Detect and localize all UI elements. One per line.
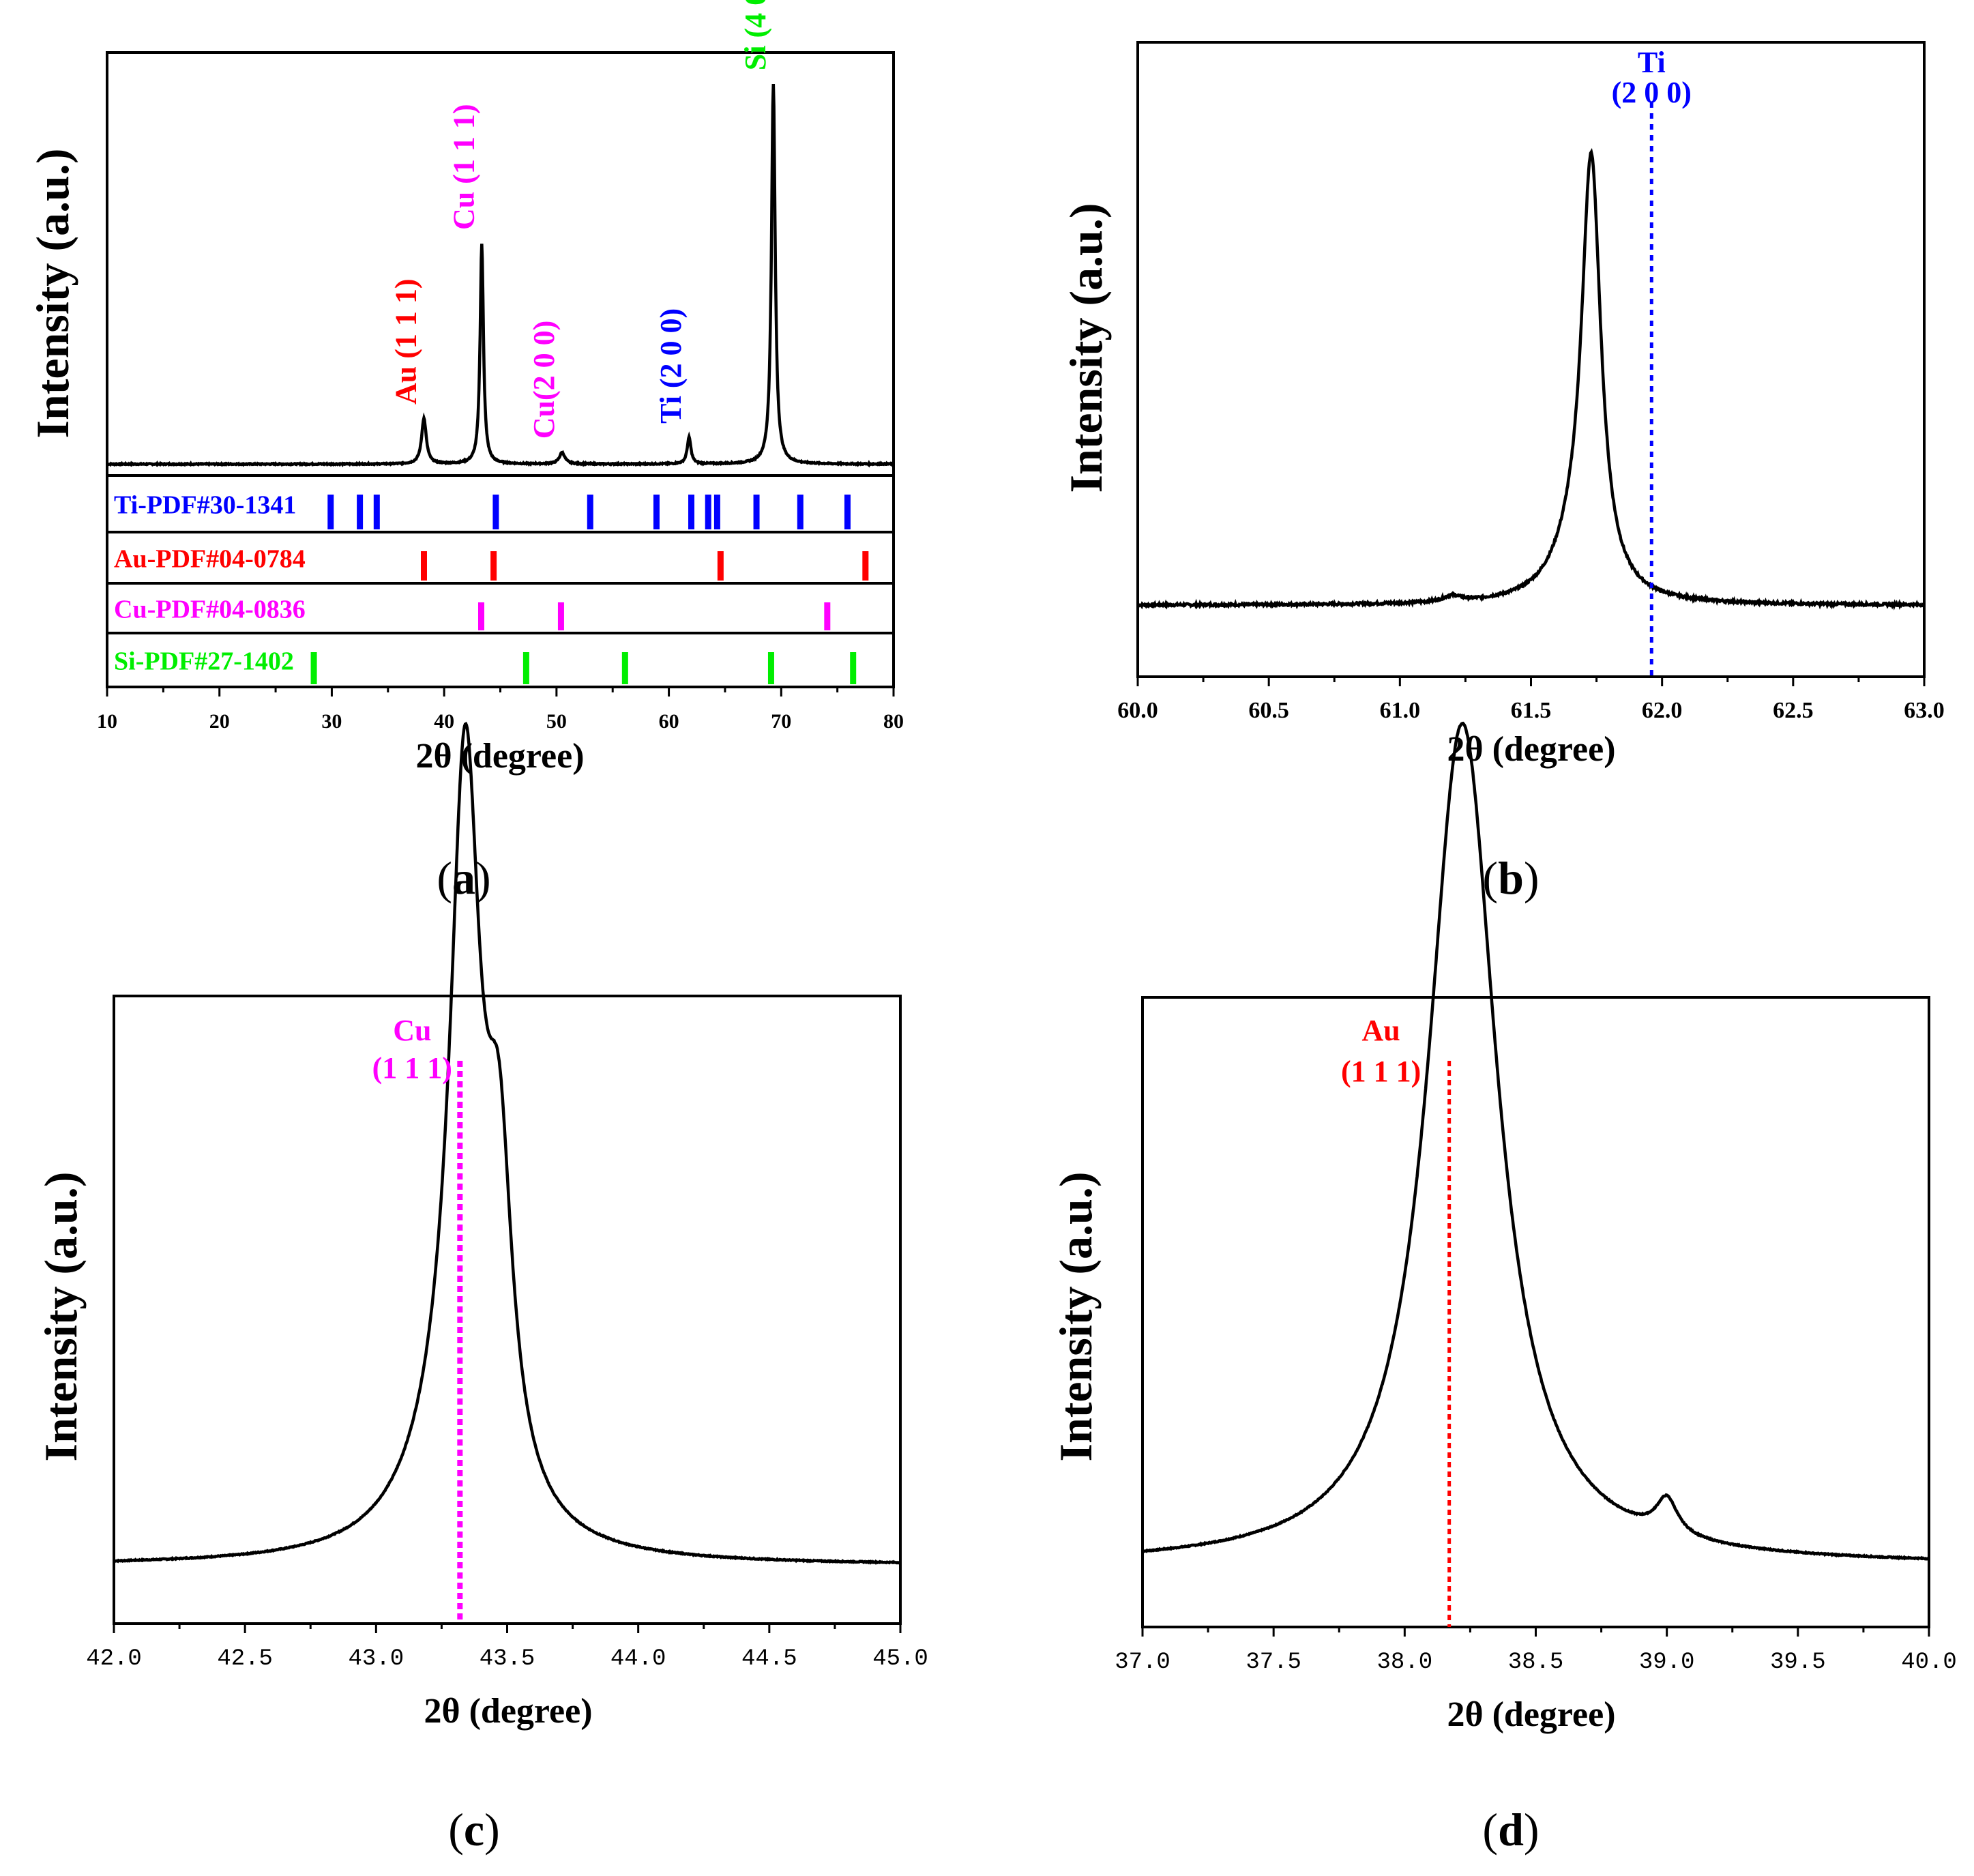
- x-tick-label: 38.0: [1377, 1650, 1433, 1675]
- x-tick-label: 44.5: [741, 1646, 797, 1672]
- panel-d-x-axis-label: 2θ (degree): [1447, 1695, 1615, 1734]
- panel-d-y-axis-label: Intensity (a.u.): [1050, 1171, 1102, 1461]
- reference-pattern-name: Au-PDF#04-0784: [114, 545, 306, 574]
- panel-b-x-axis-label: 2θ (degree): [1447, 730, 1615, 769]
- panel-a-chart: Au (1 1 1) Cu (1 1 1) Cu(2 0 0) Ti (2 0 0) S…: [27, 0, 904, 904]
- reference-pattern-name: Cu-PDF#04-0836: [114, 596, 306, 624]
- panel-c-y-axis-label: Intensity (a.u.): [35, 1171, 87, 1461]
- x-tick-label: 39.5: [1770, 1650, 1826, 1675]
- panel-d-au-plane-label: (1 1 1): [1341, 1055, 1421, 1088]
- x-tick-label: 38.5: [1508, 1650, 1564, 1675]
- panel-d-xrd-curve: [1142, 721, 1930, 1561]
- x-tick-label: 60: [659, 710, 679, 733]
- x-tick-label: 60.0: [1117, 698, 1158, 723]
- panel-c-cu-label: Cu: [393, 1014, 431, 1047]
- x-tick-label: 70: [771, 710, 791, 733]
- x-tick-label: 62.5: [1773, 698, 1814, 723]
- peak-annotation: Ti (2 0 0): [654, 308, 688, 424]
- panel-a-x-axis-label: 2θ (degree): [415, 737, 584, 776]
- panel-a-label: (a): [437, 852, 490, 904]
- panel-b-chart: Ti (2 0 0) 60.0 60.5 61.0 61.5 62.0 62.5 63.0 …: [1060, 41, 1945, 904]
- x-tick-label: 37.5: [1246, 1650, 1301, 1675]
- x-tick-label: 61.5: [1511, 698, 1552, 723]
- x-tick-label: 39.0: [1639, 1650, 1695, 1675]
- peak-annotation: Si (4 0 0): [739, 0, 772, 70]
- panel-b-y-axis-label: Intensity (a.u.): [1060, 203, 1112, 493]
- x-tick-label: 50: [546, 710, 567, 733]
- panel-d-chart: Au (1 1 1) 37.0 37.5 38.0 38.5 39.0 39.5 40.0 …: [1050, 721, 1957, 1856]
- reference-pattern-name: Ti-PDF#30-1341: [114, 491, 296, 520]
- x-tick-label: 40.0: [1901, 1650, 1957, 1675]
- x-tick-label: 20: [209, 710, 230, 733]
- peak-annotation: Cu (1 1 1): [447, 104, 480, 230]
- panel-a-xrd-curve: [106, 83, 895, 468]
- x-tick-label: 63.0: [1904, 698, 1945, 723]
- x-tick-label: 43.0: [349, 1646, 404, 1672]
- panel-b-ti-plane-label: (2 0 0): [1612, 76, 1692, 109]
- panel-b-label: (b): [1482, 852, 1539, 904]
- x-tick-label: 43.5: [480, 1646, 535, 1672]
- reference-pattern-name: Si-PDF#27-1402: [114, 647, 294, 676]
- x-tick-label: 44.0: [610, 1646, 666, 1672]
- x-tick-label: 37.0: [1115, 1650, 1170, 1675]
- panel-b-xrd-curve: [1137, 148, 1925, 611]
- panel-c-x-axis-label: 2θ (degree): [424, 1692, 592, 1731]
- x-tick-label: 60.5: [1248, 698, 1289, 723]
- panel-d-au-label: Au: [1362, 1014, 1400, 1047]
- panel-c-chart: Cu (1 1 1) 42.0 42.5 43.0 43.5 44.0 44.5 45.0 …: [35, 722, 928, 1856]
- x-tick-label: 40: [434, 710, 454, 733]
- panel-d-label: (d): [1482, 1804, 1539, 1856]
- x-tick-label: 42.0: [86, 1646, 142, 1672]
- x-tick-label: 80: [883, 710, 904, 733]
- x-tick-label: 42.5: [217, 1646, 273, 1672]
- x-tick-label: 61.0: [1380, 698, 1421, 723]
- panel-b-ti-label: Ti: [1638, 46, 1666, 79]
- panel-a-y-axis-label: Intensity (a.u.): [27, 148, 78, 438]
- panel-c-label: (c): [448, 1804, 500, 1856]
- peak-annotation: Cu(2 0 0): [527, 321, 561, 439]
- x-tick-label: 30: [321, 710, 342, 733]
- panel-c-cu-plane-label: (1 1 1): [372, 1051, 452, 1085]
- x-tick-label: 10: [97, 710, 117, 733]
- x-tick-label: 62.0: [1642, 698, 1683, 723]
- panel-c-xrd-curve: [113, 722, 901, 1565]
- peak-annotation: Au (1 1 1): [389, 278, 423, 405]
- x-tick-label: 45.0: [872, 1646, 928, 1672]
